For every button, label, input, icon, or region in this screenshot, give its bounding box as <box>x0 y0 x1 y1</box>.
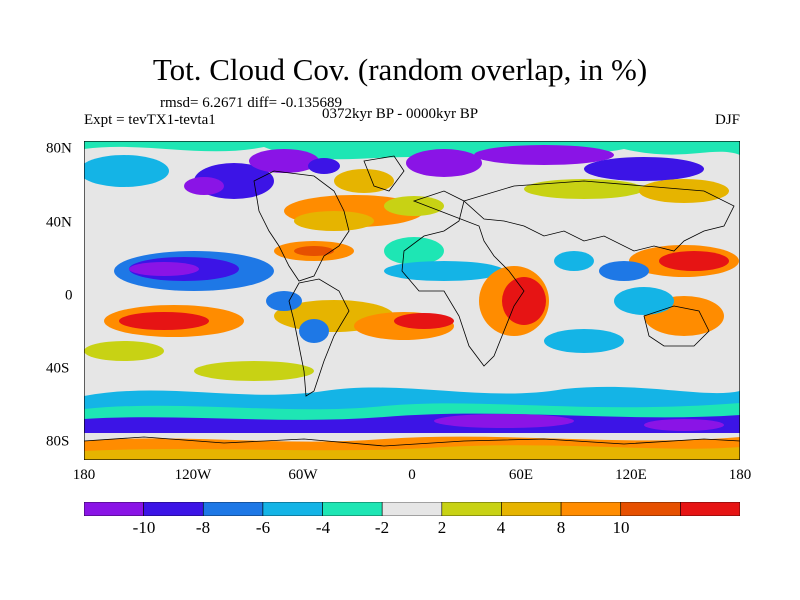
plot-title: Tot. Cloud Cov. (random overlap, in %) <box>152 52 648 87</box>
y-tick-label: 80N <box>46 140 72 157</box>
x-tick-label: 120W <box>174 467 212 483</box>
colorbar-label: -8 <box>195 518 211 537</box>
x-tick-label: 0 <box>408 467 416 483</box>
colorbar-box <box>143 502 204 516</box>
colorbar-box <box>262 502 323 516</box>
colorbar-label: -2 <box>374 518 390 537</box>
colorbar-box <box>560 502 622 516</box>
colorbar-box <box>202 502 264 516</box>
coastline-layer <box>84 155 740 447</box>
colorbar-box <box>381 502 443 516</box>
anomaly-field-layer <box>84 141 740 460</box>
colorbar-label: -4 <box>315 518 331 537</box>
colorbar-box <box>84 502 144 516</box>
x-tick-label: 180 <box>728 467 752 483</box>
stats-label: rmsd= 6.2671 diff= -0.135689 <box>160 95 343 111</box>
x-tick-label: 60E <box>508 467 534 483</box>
y-tick-label: 40N <box>46 214 72 231</box>
colorbar-box <box>620 502 681 516</box>
colorbar-box <box>501 502 562 516</box>
x-tick-label: 180 <box>72 467 96 483</box>
colorbar-label: 2 <box>437 518 447 537</box>
colorbar-label: 8 <box>556 518 566 537</box>
colorbar-box <box>441 502 502 516</box>
colorbar-box <box>322 502 383 516</box>
y-tick-label: 40S <box>46 360 70 377</box>
x-tick-label: 120E <box>615 467 647 483</box>
y-tick-label: 80S <box>46 433 70 450</box>
x-tick-label: 60W <box>288 467 318 483</box>
experiment-label: Expt = tevTX1-tevta1 <box>84 112 216 128</box>
colorbar <box>84 502 740 516</box>
colorbar-label: 10 <box>612 518 630 537</box>
colorbar-box <box>680 502 740 516</box>
colorbar-label: -6 <box>255 518 271 537</box>
colorbar-label: -10 <box>132 518 156 537</box>
period-label: 0372kyr BP - 0000kyr BP <box>322 106 479 122</box>
cloud-cover-map <box>84 141 740 460</box>
season-label: DJF <box>714 112 740 128</box>
y-tick-label: 0 <box>65 287 73 304</box>
colorbar-label: 4 <box>496 518 506 537</box>
